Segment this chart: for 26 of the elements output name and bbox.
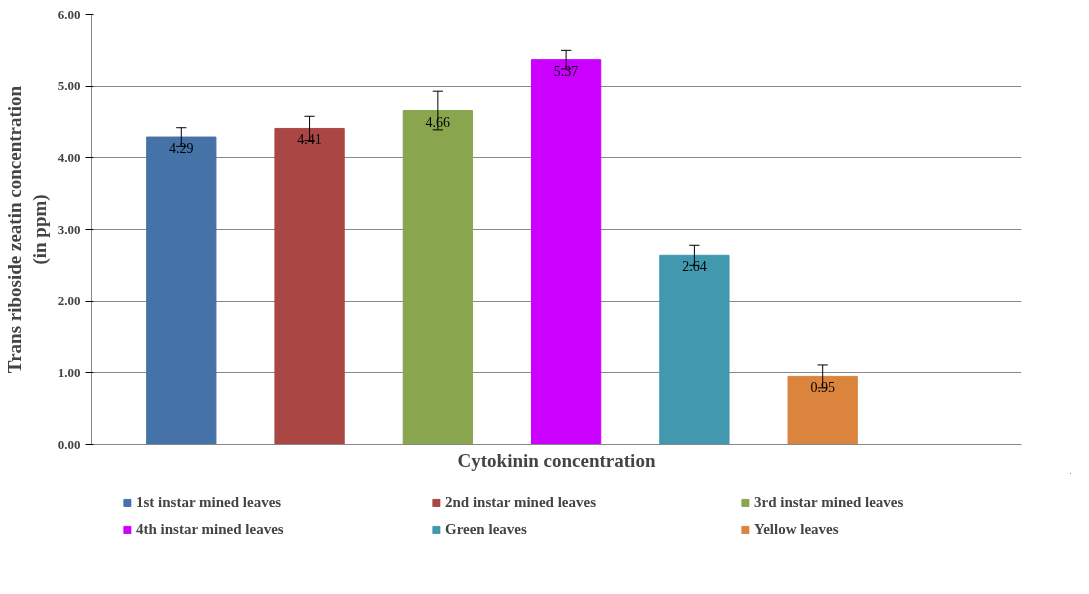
y-tick-label: 3.00 [57, 221, 81, 237]
bar [659, 254, 730, 445]
legend-label: Green leaves [445, 520, 528, 538]
legend-label: 4th instar mined leaves [136, 520, 285, 538]
data-label: 2.64 [682, 259, 707, 275]
data-label: 0.95 [810, 380, 835, 396]
y-tick-label: 5.00 [57, 78, 81, 94]
legend-label: 3rd instar mined leaves [754, 493, 905, 511]
legend-label: 2nd instar mined leaves [445, 493, 597, 511]
data-label: 4.29 [169, 141, 194, 157]
y-tick-label: 4.00 [57, 149, 81, 165]
bar [787, 375, 858, 445]
y-tick-label: 1.00 [57, 364, 81, 380]
data-label: 5.37 [553, 63, 579, 79]
y-tick-label: 2.00 [57, 293, 81, 309]
y-axis-title: Trans riboside zeatin concentration (in ppm) [3, 85, 51, 374]
y-tick-label: 6.00 [57, 6, 81, 22]
legend-label: 1st instar mined leaves [136, 493, 283, 511]
y-tick-label: 0.00 [57, 436, 81, 452]
bar [402, 110, 473, 445]
legend-label: Yellow leaves [754, 520, 840, 538]
bar [146, 136, 217, 445]
bar [274, 127, 345, 445]
bar [530, 59, 602, 445]
x-axis-title: Cytokinin concentration [457, 449, 656, 471]
data-label: 4.41 [297, 132, 322, 148]
